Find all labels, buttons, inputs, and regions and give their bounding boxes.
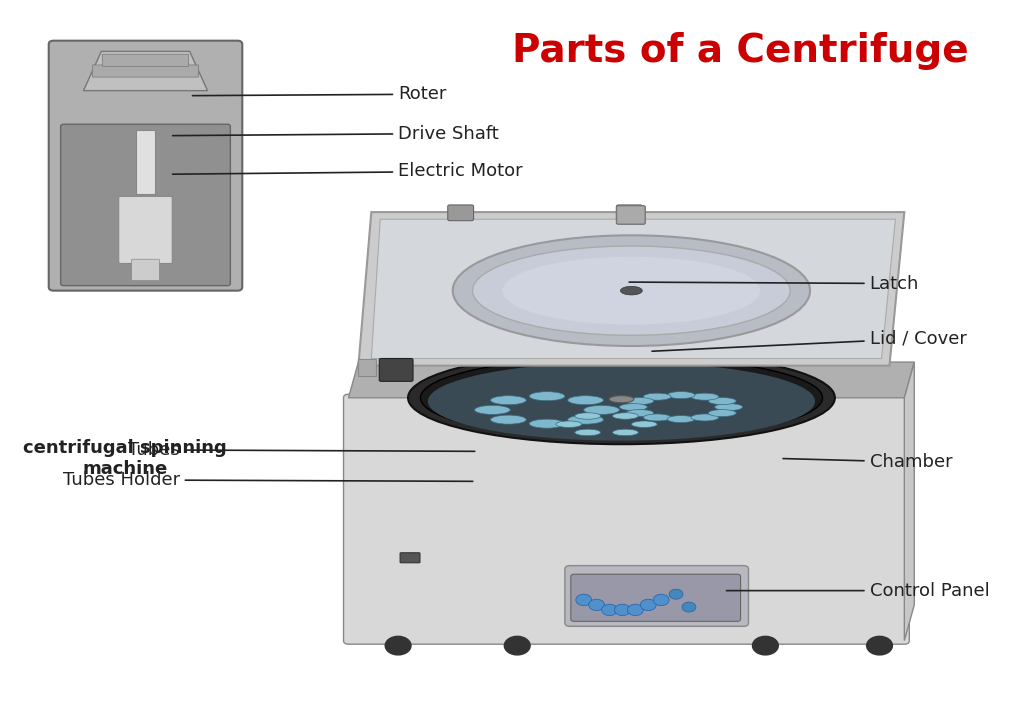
Ellipse shape: [709, 397, 736, 404]
Ellipse shape: [584, 405, 620, 414]
FancyBboxPatch shape: [49, 41, 243, 290]
Polygon shape: [348, 362, 914, 398]
FancyBboxPatch shape: [102, 54, 188, 67]
Polygon shape: [904, 362, 914, 640]
FancyBboxPatch shape: [119, 196, 172, 264]
Text: Chamber: Chamber: [783, 453, 952, 471]
FancyBboxPatch shape: [447, 205, 473, 221]
FancyBboxPatch shape: [616, 206, 645, 224]
Ellipse shape: [567, 415, 603, 424]
Text: Parts of a Centrifuge: Parts of a Centrifuge: [512, 32, 969, 70]
FancyBboxPatch shape: [379, 358, 413, 381]
Ellipse shape: [490, 415, 526, 424]
Ellipse shape: [408, 351, 835, 445]
Circle shape: [385, 636, 411, 655]
Ellipse shape: [612, 429, 638, 436]
Ellipse shape: [691, 393, 719, 400]
Polygon shape: [358, 212, 904, 366]
Ellipse shape: [529, 419, 565, 428]
Bar: [135, 130, 156, 194]
Ellipse shape: [612, 413, 638, 419]
Ellipse shape: [503, 257, 761, 325]
Ellipse shape: [667, 391, 695, 399]
Ellipse shape: [567, 396, 603, 404]
Ellipse shape: [472, 246, 791, 336]
FancyBboxPatch shape: [60, 124, 230, 285]
Ellipse shape: [428, 362, 815, 441]
Circle shape: [505, 636, 530, 655]
Text: Tubes: Tubes: [128, 441, 475, 459]
Circle shape: [628, 604, 643, 616]
Polygon shape: [372, 219, 895, 358]
Ellipse shape: [621, 286, 642, 295]
Ellipse shape: [667, 416, 695, 422]
Text: centrifugal spinning
machine: centrifugal spinning machine: [24, 439, 227, 478]
FancyBboxPatch shape: [570, 574, 740, 622]
Ellipse shape: [643, 414, 671, 421]
Circle shape: [575, 594, 592, 606]
FancyBboxPatch shape: [343, 394, 909, 644]
Circle shape: [866, 636, 893, 655]
Ellipse shape: [632, 421, 657, 427]
FancyBboxPatch shape: [400, 553, 420, 563]
Ellipse shape: [474, 405, 510, 414]
Ellipse shape: [715, 404, 742, 411]
Ellipse shape: [620, 404, 647, 411]
Circle shape: [753, 636, 778, 655]
Ellipse shape: [691, 414, 719, 421]
Ellipse shape: [421, 357, 822, 439]
FancyBboxPatch shape: [92, 65, 199, 77]
Circle shape: [589, 599, 604, 611]
Ellipse shape: [556, 421, 582, 427]
Ellipse shape: [574, 413, 601, 419]
Ellipse shape: [609, 396, 634, 403]
FancyBboxPatch shape: [132, 260, 160, 280]
Ellipse shape: [453, 235, 810, 346]
Text: Lid / Cover: Lid / Cover: [652, 330, 967, 351]
Ellipse shape: [643, 393, 671, 400]
Circle shape: [602, 604, 617, 616]
Ellipse shape: [709, 409, 736, 417]
Circle shape: [640, 599, 656, 611]
Text: Electric Motor: Electric Motor: [173, 162, 522, 181]
Bar: [358, 358, 376, 376]
Circle shape: [682, 602, 696, 612]
FancyBboxPatch shape: [565, 566, 749, 627]
Ellipse shape: [529, 391, 565, 401]
Text: Latch: Latch: [629, 275, 919, 293]
Text: Roter: Roter: [193, 85, 446, 103]
Circle shape: [669, 589, 683, 599]
Ellipse shape: [626, 409, 653, 417]
Ellipse shape: [574, 429, 601, 436]
Polygon shape: [84, 52, 208, 90]
Circle shape: [653, 594, 669, 606]
Circle shape: [614, 604, 631, 616]
FancyBboxPatch shape: [616, 205, 642, 221]
Ellipse shape: [626, 397, 653, 404]
Ellipse shape: [490, 396, 526, 404]
Text: Drive Shaft: Drive Shaft: [173, 125, 499, 143]
Text: Tubes Holder: Tubes Holder: [62, 471, 473, 489]
Text: Control Panel: Control Panel: [726, 581, 989, 599]
